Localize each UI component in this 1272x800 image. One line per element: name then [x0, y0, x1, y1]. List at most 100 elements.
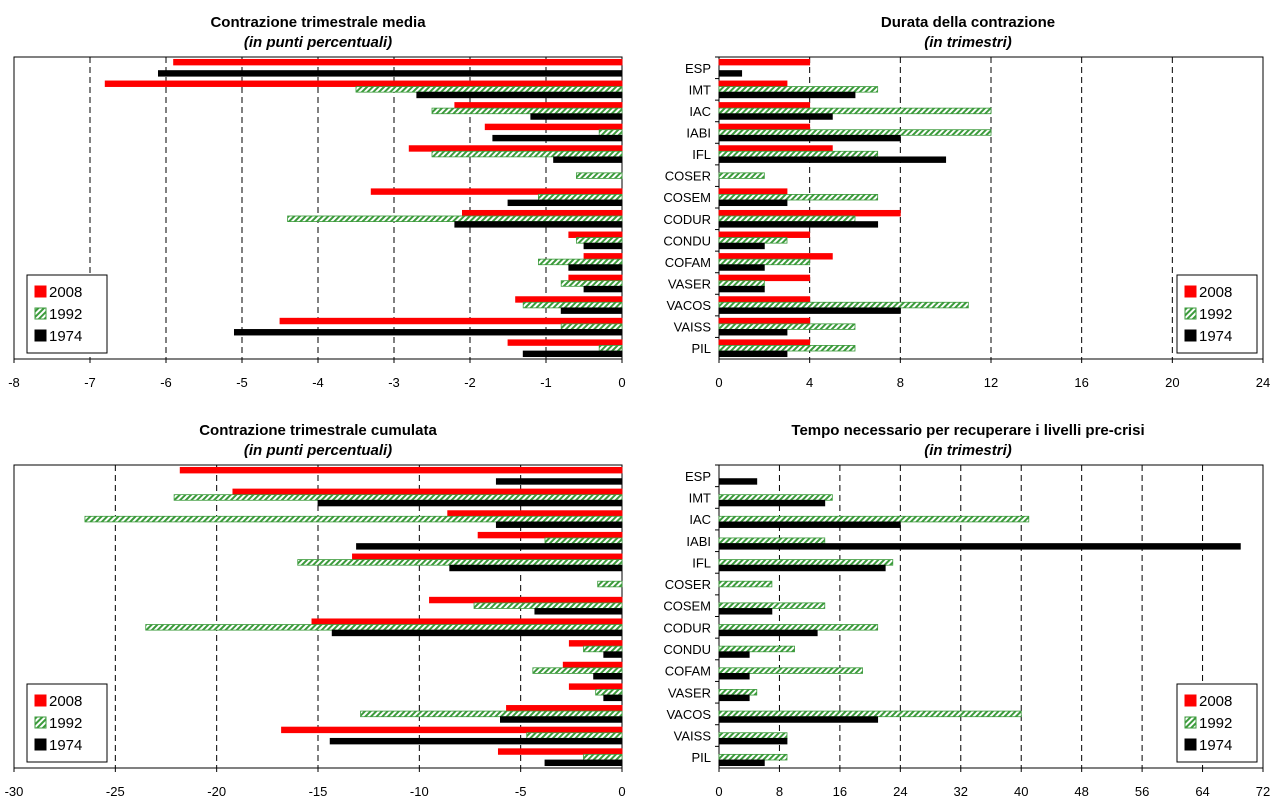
bar-2008-ifl	[408, 145, 623, 152]
category-label: COSEM	[663, 190, 711, 205]
bar-1974-iabi	[492, 134, 623, 142]
bar-1992-pil	[718, 753, 788, 761]
bar-2008-vaiss	[718, 317, 811, 325]
bar-1992-coser	[718, 580, 773, 588]
tick-label: -3	[388, 375, 400, 390]
tick-label: 40	[1014, 784, 1028, 799]
legend-swatch-1992	[1184, 307, 1197, 320]
category-label: CONDU	[663, 233, 711, 248]
bar-1974-iac	[495, 521, 623, 528]
bar-1974-pil	[718, 759, 765, 767]
bar-1992-ifl	[297, 559, 623, 566]
category-label: CODUR	[663, 620, 711, 635]
bar-2008-ifl	[352, 553, 623, 560]
bar-2008-iabi	[484, 123, 623, 131]
chart-title: Durata della contrazione	[881, 14, 1055, 31]
chart-subtitle: (in punti percentuali)	[244, 442, 392, 459]
bar-1992-ifl	[431, 150, 623, 158]
bar-2008-vacos	[515, 296, 623, 303]
bar-1974-ifl	[718, 156, 947, 163]
bar-1992-vacos	[360, 710, 623, 718]
bar-1992-iac	[431, 107, 623, 115]
legend-swatch-2008	[34, 285, 47, 298]
bar-2008-codur	[311, 618, 623, 625]
bar-1992-cosem	[538, 194, 623, 201]
category-label: VASER	[668, 277, 711, 292]
bar-1992-iabi	[598, 129, 623, 136]
legend-label-1974: 1974	[49, 737, 82, 754]
bar-2008-pil	[507, 339, 623, 346]
category-label: ESP	[685, 469, 711, 484]
bar-1974-cosem	[507, 199, 623, 207]
category-label: CONDU	[663, 642, 711, 657]
bar-1974-cofam	[718, 264, 765, 271]
bar-1992-pil	[583, 753, 623, 761]
legend-label-1974: 1974	[49, 328, 82, 345]
bar-1992-vacos	[718, 301, 969, 309]
category-label: COFAM	[665, 664, 711, 679]
bar-1992-imt	[718, 494, 833, 501]
chart-subtitle: (in trimestri)	[924, 34, 1012, 51]
bar-1974-esp	[495, 478, 623, 485]
bar-1992-imt	[173, 494, 623, 501]
tick-label: 64	[1195, 784, 1209, 799]
bar-1992-ifl	[718, 559, 894, 566]
bar-1992-coser	[718, 172, 765, 179]
tick-label: -5	[515, 784, 527, 799]
tick-label: 32	[954, 784, 968, 799]
category-label: VAISS	[674, 729, 712, 744]
bar-1974-condu	[603, 651, 623, 658]
bar-1974-vacos	[718, 716, 879, 723]
bar-2008-vacos	[506, 705, 623, 712]
bar-2008-vaser	[568, 683, 623, 690]
bar-1974-ifl	[718, 564, 886, 572]
bar-1992-imt	[355, 86, 623, 93]
legend-label-2008: 2008	[49, 284, 82, 301]
bar-2008-vaser	[718, 274, 811, 282]
bar-1974-pil	[718, 350, 788, 358]
bar-2008-iabi	[718, 123, 811, 131]
tick-label: 8	[776, 784, 783, 799]
bar-1992-coser	[597, 580, 623, 588]
category-label: IABI	[686, 534, 711, 549]
bar-2008-vacos	[718, 296, 811, 303]
chart-3: Contrazione trimestrale cumulata (in punt…	[5, 422, 626, 799]
legend-swatch-1992	[1184, 716, 1197, 729]
bar-1974-condu	[718, 242, 765, 250]
bar-1974-cosem	[718, 199, 788, 207]
category-label: VACOS	[666, 298, 711, 313]
bar-1992-condu	[576, 237, 623, 244]
chart-4: Tempo necessario per recuperare i livell…	[663, 422, 1270, 799]
bar-1992-vacos	[522, 301, 623, 309]
tick-label: -15	[309, 784, 328, 799]
tick-label: 56	[1135, 784, 1149, 799]
tick-label: 24	[1256, 375, 1270, 390]
bar-1992-cosem	[718, 602, 826, 609]
legend-swatch-2008	[1184, 285, 1197, 298]
legend-swatch-2008	[1184, 694, 1197, 707]
bar-1974-vacos	[499, 716, 623, 723]
bar-1974-codur	[454, 221, 623, 228]
tick-label: 16	[1074, 375, 1088, 390]
tick-label: -8	[8, 375, 20, 390]
bar-2008-cosem	[718, 188, 788, 195]
bar-1992-vacos	[718, 710, 1022, 718]
bar-2008-condu	[568, 231, 623, 238]
bar-1992-cosem	[473, 602, 623, 609]
tick-label: -2	[464, 375, 476, 390]
bar-2008-pil	[497, 748, 623, 755]
category-label: IMT	[689, 82, 711, 97]
chart-1: Contrazione trimestrale media (in punti p…	[8, 14, 625, 390]
bar-1974-imt	[416, 91, 623, 99]
category-label: IABI	[686, 126, 711, 141]
bar-1992-cofam	[532, 667, 623, 674]
category-label: PIL	[691, 750, 711, 765]
bar-1992-vaiss	[718, 732, 788, 739]
tick-label: 48	[1074, 784, 1088, 799]
bar-1992-codur	[145, 624, 623, 631]
bar-1992-iac	[718, 515, 1030, 523]
bar-2008-cofam	[583, 253, 623, 260]
category-label: COSER	[665, 169, 711, 184]
bar-1992-condu	[583, 645, 623, 653]
bar-1974-vaiss	[233, 329, 623, 336]
